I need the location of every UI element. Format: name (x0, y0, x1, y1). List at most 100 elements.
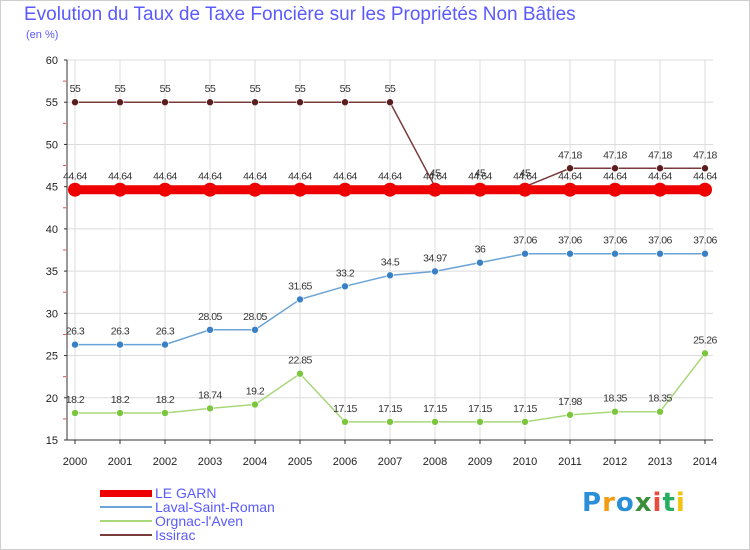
data-point (701, 249, 709, 258)
data-label: 44.64 (288, 171, 312, 183)
data-label: 18.74 (198, 389, 222, 401)
data-point (251, 98, 259, 107)
data-label: 36 (475, 244, 486, 256)
data-label: 44.64 (243, 171, 267, 183)
data-point (248, 182, 262, 197)
data-label: 34.97 (423, 252, 447, 264)
data-label: 37.06 (603, 235, 627, 247)
data-label: 28.05 (198, 311, 222, 323)
data-label: 26.3 (66, 326, 85, 338)
data-label: 55 (250, 83, 261, 95)
data-point (341, 418, 349, 426)
data-label: 47.18 (603, 149, 627, 161)
y-tick-label: 45 (46, 182, 58, 194)
data-label: 45 (520, 168, 531, 180)
data-point (296, 98, 304, 107)
data-point (338, 182, 352, 197)
data-label: 19.2 (246, 386, 265, 398)
y-tick-label: 60 (46, 55, 58, 67)
data-point (158, 182, 172, 197)
data-point (341, 98, 349, 107)
data-point (113, 182, 127, 197)
data-label: 31.65 (288, 280, 312, 292)
data-point (518, 182, 532, 197)
data-label: 26.3 (156, 326, 175, 338)
data-label: 22.85 (288, 355, 312, 367)
data-point (251, 400, 259, 409)
data-point (521, 249, 529, 258)
data-label: 55 (160, 83, 171, 95)
data-point (656, 407, 664, 416)
data-point (611, 407, 619, 416)
legend-swatch (100, 520, 152, 522)
data-point (653, 182, 667, 197)
data-label: 44.64 (63, 171, 87, 183)
data-point (296, 295, 304, 304)
x-tick-label: 2012 (603, 456, 627, 468)
data-label: 18.35 (603, 393, 627, 405)
data-label: 45 (475, 168, 486, 180)
proxiti-logo: Proxiti (582, 488, 686, 518)
data-label: 44.64 (558, 171, 582, 183)
data-label: 44.64 (603, 171, 627, 183)
data-point (431, 267, 439, 276)
data-point (71, 340, 79, 349)
legend-swatch (100, 506, 152, 508)
data-point (203, 182, 217, 197)
legend-swatch (100, 534, 152, 536)
data-point (296, 369, 304, 378)
data-point (206, 404, 214, 413)
data-label: 44.64 (468, 171, 492, 183)
data-point (566, 164, 574, 173)
data-label: 33.2 (336, 267, 355, 279)
data-label: 26.3 (111, 326, 130, 338)
data-point (656, 249, 664, 258)
x-tick-label: 2009 (468, 456, 492, 468)
data-label: 17.15 (468, 403, 492, 415)
data-label: 18.35 (648, 393, 672, 405)
data-label: 37.06 (648, 235, 672, 247)
x-tick-label: 2004 (243, 456, 267, 468)
legend-label: Issirac (155, 527, 196, 543)
y-tick-label: 15 (46, 435, 58, 447)
data-label: 44.64 (108, 171, 132, 183)
legend-label: LE GARN (155, 485, 217, 501)
data-label: 37.06 (513, 235, 537, 247)
data-point (476, 418, 484, 426)
data-label: 44.64 (378, 171, 402, 183)
data-point (701, 349, 709, 358)
data-point (386, 418, 394, 426)
data-point (293, 182, 307, 197)
data-label: 44.64 (513, 171, 537, 183)
data-point (431, 418, 439, 426)
data-label: 34.5 (381, 256, 400, 268)
legend-label: Orgnac-l'Aven (155, 513, 244, 529)
data-label: 17.15 (423, 403, 447, 415)
data-label: 17.15 (378, 403, 402, 415)
data-label: 47.18 (558, 149, 582, 161)
data-point (116, 409, 124, 417)
data-point (566, 249, 574, 258)
data-point (701, 164, 709, 173)
x-tick-label: 2014 (693, 456, 717, 468)
data-point (116, 98, 124, 107)
data-label: 44.64 (423, 171, 447, 183)
data-point (206, 98, 214, 107)
x-tick-label: 2002 (153, 456, 177, 468)
y-tick-label: 20 (46, 393, 58, 405)
data-label: 44.64 (333, 171, 357, 183)
data-point (476, 258, 484, 267)
data-point (698, 182, 712, 197)
chart-title: Evolution du Taux de Taxe Foncière sur l… (24, 4, 576, 25)
data-label: 47.18 (693, 149, 717, 161)
y-tick-label: 35 (46, 266, 58, 278)
legend-swatch (100, 490, 152, 497)
y-tick-label: 25 (46, 351, 58, 363)
data-point (521, 418, 529, 426)
x-tick-label: 2011 (558, 456, 582, 468)
data-label: 44.64 (648, 171, 672, 183)
data-label: 28.05 (243, 311, 267, 323)
data-label: 17.15 (333, 403, 357, 415)
